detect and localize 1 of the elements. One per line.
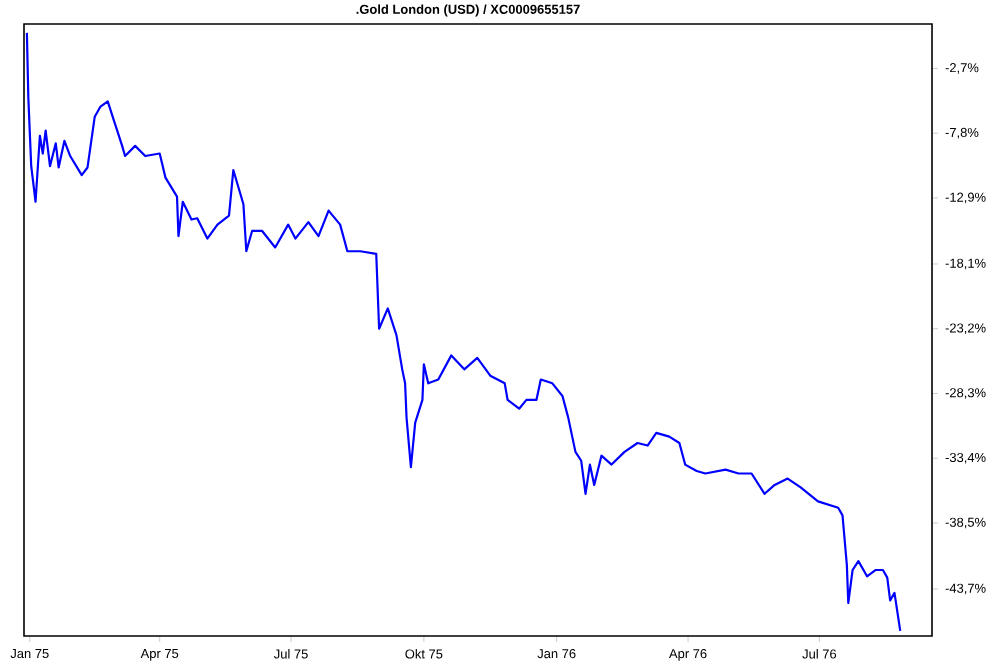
line-series bbox=[25, 31, 902, 633]
